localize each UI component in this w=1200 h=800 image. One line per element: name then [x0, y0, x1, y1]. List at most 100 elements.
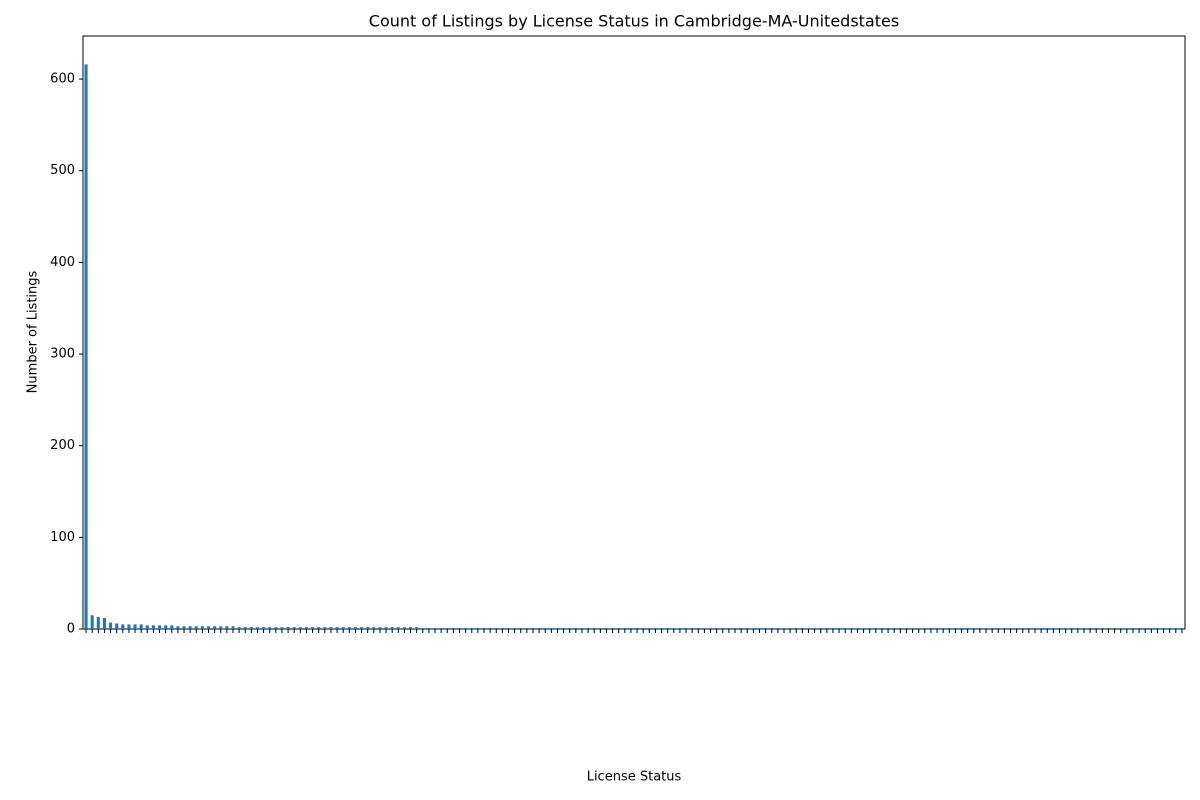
bar [1131, 628, 1135, 629]
bar [592, 628, 596, 629]
bar [335, 627, 339, 629]
bar [690, 628, 694, 629]
bar [733, 628, 737, 629]
bar [292, 627, 296, 629]
bar [617, 628, 621, 629]
bar [1174, 628, 1178, 629]
bar [170, 625, 174, 629]
bar [476, 628, 480, 629]
bar [549, 628, 553, 629]
bar [708, 628, 713, 629]
bar [1033, 628, 1037, 629]
y-tick-label: 100 [50, 530, 75, 545]
y-tick-label: 500 [50, 163, 75, 178]
bar [421, 628, 425, 629]
bar [206, 626, 211, 629]
bar [84, 64, 88, 630]
bar [445, 628, 449, 629]
bar [396, 627, 400, 629]
bar [513, 628, 517, 629]
bar [1076, 628, 1080, 629]
bar [813, 628, 817, 629]
y-tick-label: 400 [50, 255, 75, 270]
bar [280, 627, 284, 629]
bar [427, 628, 431, 629]
bar [439, 628, 443, 629]
bar [1051, 628, 1055, 629]
bar [347, 627, 351, 629]
bar [219, 626, 223, 629]
y-axis-label: Number of Listings [26, 270, 41, 393]
bar [1113, 628, 1117, 629]
bar [837, 628, 841, 629]
bar [360, 627, 364, 629]
bar [770, 628, 774, 629]
bar [598, 628, 602, 629]
bar [702, 628, 706, 629]
bar [1082, 628, 1086, 629]
bar [623, 628, 627, 629]
bar [684, 628, 688, 629]
bar [886, 628, 890, 629]
plot-frame [82, 35, 1186, 630]
bar [151, 625, 155, 629]
bar [611, 628, 615, 629]
bar [923, 628, 927, 629]
bar [555, 628, 560, 629]
bar [745, 628, 749, 629]
bar [304, 627, 308, 629]
bar [353, 627, 357, 629]
bar [543, 628, 547, 629]
bar [788, 628, 792, 629]
bar [580, 628, 584, 629]
bar [249, 627, 253, 629]
bar [1039, 628, 1043, 629]
bar [800, 628, 804, 629]
bar [776, 628, 780, 629]
bar [268, 627, 272, 629]
bar [366, 627, 370, 629]
bar [451, 628, 455, 629]
bar [568, 628, 572, 629]
bar [519, 628, 523, 629]
y-tick-label: 200 [50, 438, 75, 453]
bar [262, 627, 266, 629]
bar [1008, 628, 1013, 629]
bar [139, 624, 143, 629]
bar [751, 628, 755, 629]
bar [537, 628, 541, 629]
bar [1168, 628, 1172, 629]
bar [880, 628, 884, 629]
bar [739, 628, 743, 629]
bar [1137, 628, 1141, 629]
bar [1002, 628, 1006, 629]
bar [898, 628, 902, 629]
bar [298, 627, 302, 629]
bar [1143, 628, 1147, 629]
bar [200, 626, 204, 629]
bar [604, 628, 608, 629]
bar [1162, 628, 1166, 629]
bar [629, 628, 633, 629]
bar [433, 628, 437, 629]
bar [188, 626, 192, 629]
bar [341, 627, 345, 629]
bar [855, 628, 859, 629]
bar [647, 628, 651, 629]
bar [500, 628, 504, 629]
bar [96, 617, 100, 629]
x-axis-label: License Status [587, 770, 682, 785]
bar [917, 628, 921, 629]
bar [806, 628, 811, 629]
bar [721, 628, 725, 629]
bar [470, 628, 474, 629]
bar [182, 626, 186, 629]
bar [531, 628, 535, 629]
bar [384, 627, 388, 629]
bar [782, 628, 786, 629]
bar [892, 628, 896, 629]
bar [715, 628, 719, 629]
bar [1100, 628, 1104, 629]
bar [972, 628, 976, 629]
bar [635, 628, 639, 629]
